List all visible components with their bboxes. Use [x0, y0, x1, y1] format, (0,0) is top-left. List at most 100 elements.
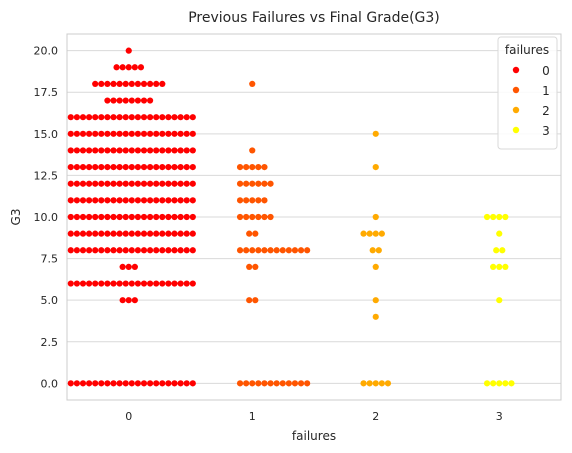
- data-point: [134, 280, 141, 287]
- data-point: [147, 280, 154, 287]
- data-point: [183, 247, 190, 254]
- data-point: [159, 80, 166, 88]
- data-point: [110, 114, 117, 121]
- data-point: [372, 380, 379, 387]
- data-point: [261, 380, 268, 387]
- data-point: [183, 147, 190, 154]
- data-point: [267, 213, 274, 221]
- data-point: [134, 230, 141, 237]
- data-point: [92, 80, 99, 88]
- data-point: [140, 114, 148, 121]
- data-point: [92, 197, 99, 204]
- data-point: [116, 197, 123, 204]
- data-point: [273, 247, 280, 254]
- data-point: [104, 163, 111, 171]
- data-point: [252, 263, 259, 271]
- data-point: [153, 230, 160, 237]
- data-point: [372, 213, 379, 221]
- data-point: [285, 247, 292, 254]
- data-point: [79, 130, 87, 137]
- data-point: [267, 380, 274, 387]
- data-point: [249, 180, 256, 187]
- legend-marker: [512, 106, 520, 114]
- data-point: [110, 380, 117, 387]
- data-point: [159, 163, 166, 171]
- data-point: [125, 47, 132, 54]
- data-point: [249, 197, 256, 204]
- data-point: [369, 247, 376, 254]
- data-point: [98, 247, 105, 254]
- data-point: [67, 230, 74, 237]
- legend-marker: [512, 126, 520, 134]
- data-point: [147, 213, 154, 221]
- data-point: [98, 280, 105, 287]
- data-point: [73, 213, 80, 221]
- data-point: [496, 213, 503, 221]
- data-point: [140, 163, 148, 171]
- data-point: [131, 64, 138, 71]
- data-point: [291, 380, 299, 387]
- data-point: [153, 180, 160, 187]
- data-point: [122, 130, 129, 137]
- x-tick-label: 0: [125, 410, 132, 423]
- series-0: [67, 47, 196, 387]
- data-point: [79, 280, 87, 287]
- data-point: [104, 97, 111, 104]
- data-point: [128, 180, 135, 187]
- data-point: [243, 180, 250, 187]
- data-point: [496, 297, 503, 304]
- data-point: [267, 180, 274, 187]
- data-point: [122, 213, 129, 221]
- data-point: [131, 297, 138, 304]
- data-point: [153, 197, 160, 204]
- data-point: [86, 247, 93, 254]
- data-point: [372, 313, 379, 320]
- y-tick-label: 10.0: [34, 211, 59, 224]
- data-point: [128, 80, 135, 88]
- data-point: [104, 180, 111, 187]
- data-point: [499, 247, 506, 254]
- data-point: [159, 380, 166, 387]
- data-point: [86, 213, 93, 221]
- data-point: [134, 114, 141, 121]
- chart-title: Previous Failures vs Final Grade(G3): [188, 10, 440, 26]
- data-point: [86, 114, 93, 121]
- data-point: [177, 230, 184, 237]
- data-point: [165, 380, 172, 387]
- data-point: [177, 147, 184, 154]
- legend: failures 0 1 2 3: [497, 36, 558, 150]
- y-tick-label: 2.5: [41, 336, 59, 349]
- data-point: [119, 64, 126, 71]
- data-point: [92, 180, 99, 187]
- data-point: [279, 247, 286, 254]
- data-point: [236, 197, 244, 204]
- y-ticks: 0.0 2.5 5.0 7.5 10.0 12.5 15.0 17.5 20.0: [34, 45, 59, 391]
- data-point: [493, 247, 500, 254]
- data-point: [116, 213, 123, 221]
- data-point: [243, 213, 250, 221]
- data-point: [267, 247, 274, 254]
- series-1: [236, 80, 311, 387]
- data-point: [92, 213, 99, 221]
- data-point: [104, 80, 111, 88]
- data-point: [496, 380, 503, 387]
- data-point: [119, 297, 126, 304]
- x-tick-label: 2: [372, 410, 379, 423]
- data-point: [67, 380, 74, 387]
- data-point: [128, 213, 135, 221]
- data-point: [249, 147, 256, 154]
- data-point: [177, 114, 184, 121]
- data-point: [86, 197, 93, 204]
- data-point: [116, 247, 123, 254]
- data-point: [128, 247, 135, 254]
- data-point: [508, 380, 515, 387]
- data-point: [366, 230, 373, 237]
- data-point: [128, 147, 135, 154]
- data-point: [243, 247, 250, 254]
- x-axis-label: failures: [292, 429, 336, 443]
- y-tick-label: 7.5: [41, 253, 59, 266]
- data-point: [98, 197, 105, 204]
- data-point: [122, 163, 129, 171]
- data-point: [183, 180, 190, 187]
- data-point: [92, 247, 99, 254]
